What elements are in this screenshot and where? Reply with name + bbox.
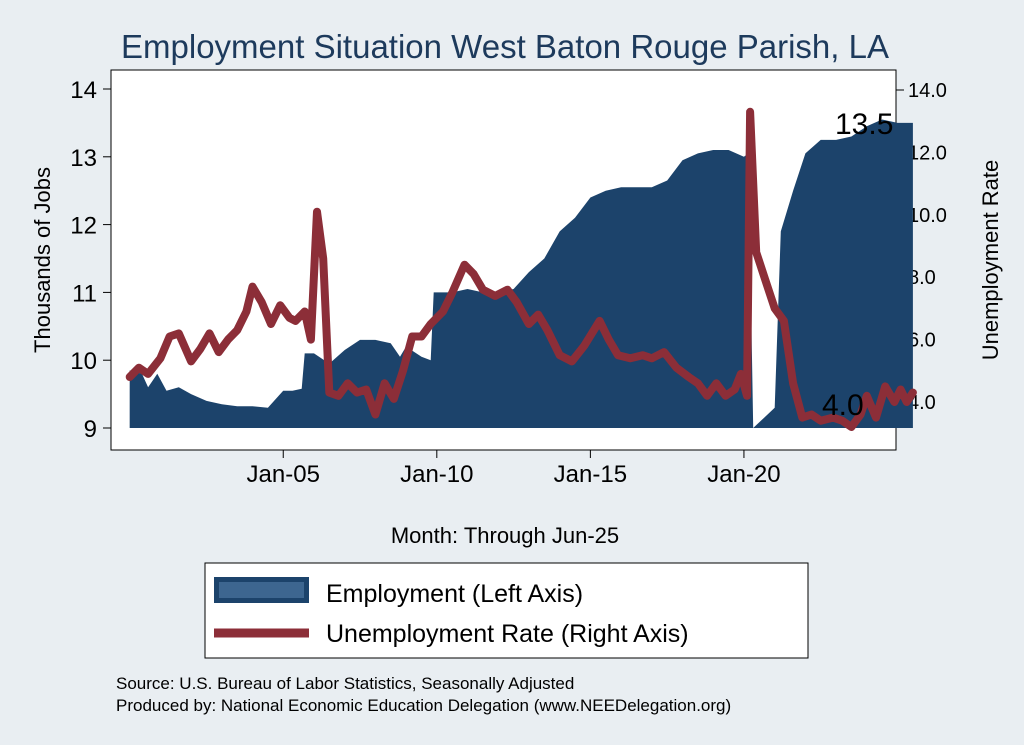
x-tick-label: Jan-05 [247,461,320,488]
y-axis-label-left: Thousands of Jobs [30,167,55,353]
y-right-tick-label: 14.0 [908,80,947,102]
legend: Employment (Left Axis) Unemployment Rate… [204,562,809,659]
legend-label-unemployment: Unemployment Rate (Right Axis) [326,620,689,648]
x-axis: Jan-05 Jan-10 Jan-15 Jan-20 Month: Through … [247,450,781,548]
y-left-tick-label: 9 [84,416,97,443]
x-tick-label: Jan-20 [707,461,780,488]
unemployment-end-label: 4.0 [822,389,864,422]
y-left-tick-label: 11 [72,280,97,307]
x-tick-label: Jan-15 [554,461,627,488]
chart-title: Employment Situation West Baton Rouge Pa… [121,28,889,65]
y-right-tick-label: 4.0 [908,392,936,414]
y-left-tick-label: 10 [70,348,97,375]
right-axis: 4.0 6.0 8.0 10.0 12.0 14.0 Unemployment Rate [895,70,1003,450]
y-left-tick-label: 13 [70,145,97,172]
y-right-tick-label: 10.0 [908,205,947,227]
x-tick-label: Jan-10 [400,461,473,488]
unemployment-line [125,107,917,431]
legend-label-employment: Employment (Left Axis) [326,580,583,608]
y-left-tick-label: 14 [70,77,97,104]
y-right-tick-label: 6.0 [908,330,936,352]
legend-swatch-employment-inner [219,582,304,598]
employment-end-label: 13.5 [835,108,893,141]
left-axis: 9 10 11 12 13 14 Thousands of Jobs [30,70,112,450]
employment-area [129,119,913,428]
y-left-tick-label: 12 [70,213,97,240]
y-right-tick-label: 8.0 [908,267,936,289]
series-employment [129,119,913,428]
y-right-tick-label: 12.0 [908,142,947,164]
x-axis-label: Month: Through Jun-25 [391,523,619,548]
series-unemployment [125,107,917,431]
y-axis-label-right: Unemployment Rate [978,160,1003,361]
producer-note: Produced by: National Economic Education… [116,696,731,715]
source-note: Source: U.S. Bureau of Labor Statistics,… [116,674,574,693]
